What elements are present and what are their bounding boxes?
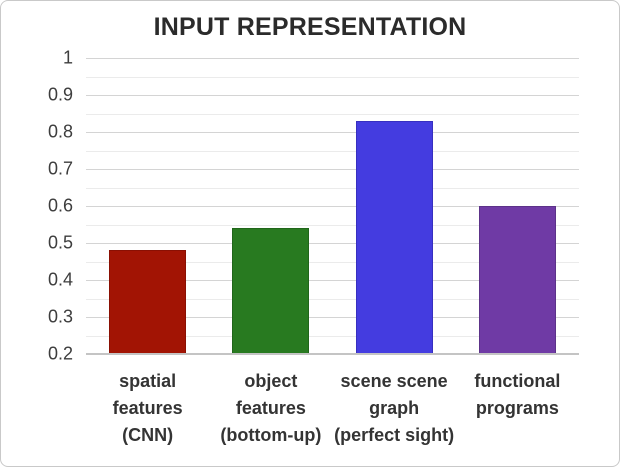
major-gridline (86, 132, 579, 133)
x-category-label: functional programs (474, 371, 561, 418)
minor-gridline (86, 113, 579, 115)
y-tick-label: 0.6 (47, 195, 73, 216)
minor-gridline (86, 187, 579, 189)
minor-gridline (86, 298, 579, 300)
bar (109, 250, 187, 354)
x-category-label: object features (bottom-up) (220, 371, 322, 445)
minor-gridline (86, 335, 579, 337)
x-axis-line (86, 353, 579, 355)
minor-gridline (86, 224, 579, 226)
major-gridline (86, 243, 579, 244)
y-tick-label: 0.2 (47, 343, 73, 364)
bar (232, 228, 310, 354)
major-gridline (86, 206, 579, 207)
major-gridline (86, 169, 579, 170)
chart-title: INPUT REPRESENTATION (153, 13, 467, 41)
y-tick-label: 1 (62, 47, 73, 68)
plot-area (86, 58, 579, 355)
major-gridline (86, 95, 579, 96)
minor-gridline (86, 76, 579, 78)
y-tick-label: 0.5 (47, 232, 73, 253)
y-tick-label: 0.3 (47, 306, 73, 327)
x-category-label: scene scene graph (perfect sight) (334, 371, 455, 445)
major-gridline (86, 280, 579, 281)
major-gridline (86, 317, 579, 318)
bar (478, 206, 556, 354)
y-tick-label: 0.4 (47, 269, 73, 290)
minor-gridline (86, 150, 579, 152)
minor-gridline (86, 261, 579, 263)
bar (355, 120, 433, 354)
y-tick-label: 0.9 (47, 84, 73, 105)
y-tick-label: 0.7 (47, 158, 73, 179)
y-tick-label: 0.8 (47, 121, 73, 142)
x-category-label: spatial features (CNN) (112, 371, 183, 445)
major-gridline (86, 58, 579, 59)
